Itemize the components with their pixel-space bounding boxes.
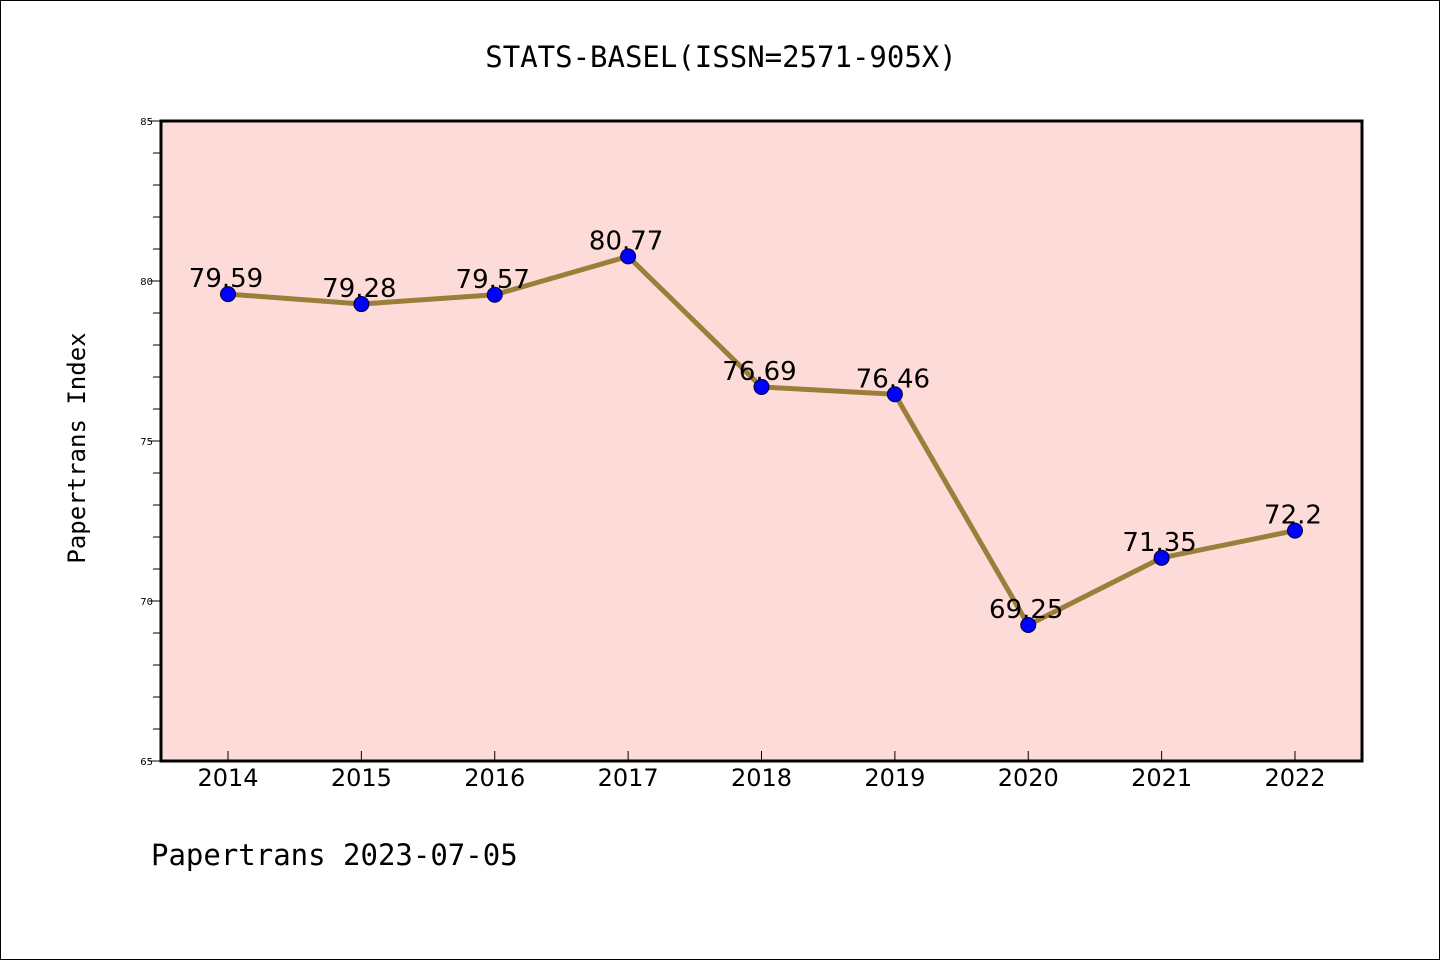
x-tick-label: 2021 [1131,764,1192,792]
x-tick-label: 2019 [864,764,925,792]
x-tick-label: 2017 [598,764,659,792]
x-tick-label: 2016 [464,764,525,792]
x-tick-label: 2015 [331,764,392,792]
data-point [620,248,637,265]
data-point [486,286,503,303]
data-label: 76.46 [856,364,930,394]
chart-title: STATS-BASEL(ISSN=2571-905X) [485,40,956,74]
data-label: 69.25 [989,595,1063,625]
y-tick-label: 80 [140,277,153,288]
data-label: 80.77 [589,226,663,256]
data-point [753,378,770,395]
data-point [1020,617,1037,633]
data-label: 71.35 [1122,528,1196,558]
data-point [886,386,903,403]
data-point [353,296,370,313]
y-tick-label: 85 [140,117,153,128]
data-point [1153,549,1170,566]
x-tick-label: 2020 [998,764,1059,792]
data-labels: 79.59 79.28 79.57 80.77 76.69 76.46 69.25 71.35… [189,226,1322,625]
data-label: 79.28 [322,274,396,304]
plot-area [161,121,1362,761]
footer-text: Papertrans 2023-07-05 [151,838,518,872]
data-label: 76.69 [722,357,796,387]
data-label: 79.59 [189,264,263,294]
x-tick-label: 2022 [1264,764,1325,792]
x-axis-ticks: 2014 2015 2016 2017 2018 2019 2020 2021 2022 [197,751,1326,792]
series-markers [220,248,1303,633]
data-label: 72.2 [1264,501,1322,531]
x-tick-label: 2014 [197,764,258,792]
y-axis-ticks: 65 70 75 80 85 [140,117,161,768]
y-axis-label: Papertrans Index [63,332,91,563]
y-tick-label: 75 [140,437,153,448]
plot-frame [159,119,1364,763]
y-tick-label: 65 [140,757,153,768]
data-point [1287,522,1303,539]
data-label: 79.57 [456,265,530,295]
data-point [220,286,236,303]
x-tick-label: 2018 [731,764,792,792]
y-tick-label: 70 [140,597,153,608]
